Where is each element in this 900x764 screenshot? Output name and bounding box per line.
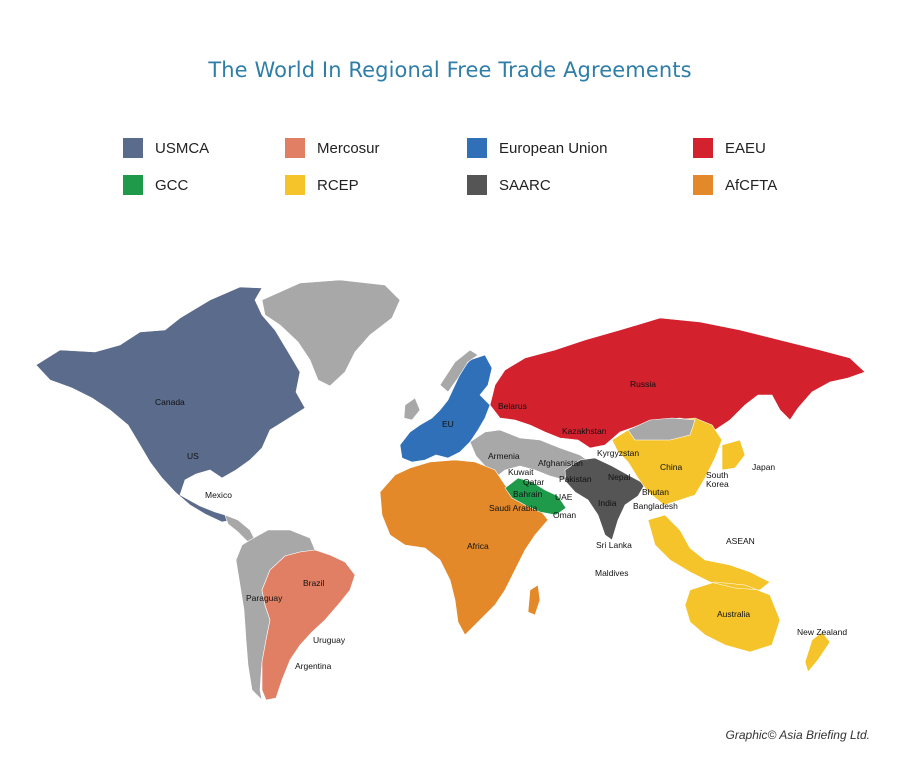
region-gcc [504, 477, 567, 516]
label-new-zealand: New Zealand [797, 627, 847, 637]
region-madagascar [527, 584, 541, 616]
legend-item-usmca: USMCA [123, 138, 209, 158]
label-mexico: Mexico [205, 490, 232, 500]
label-africa: Africa [467, 541, 489, 551]
legend-item-gcc: GCC [123, 175, 188, 195]
legend-swatch-eu [467, 138, 487, 158]
label-brazil: Brazil [303, 578, 324, 588]
label-armenia: Armenia [488, 451, 520, 461]
label-saudi-arabia: Saudi Arabia [489, 503, 537, 513]
region-greenland [261, 279, 401, 387]
legend-label-afcfta: AfCFTA [725, 176, 778, 194]
region-mercosur [261, 549, 356, 701]
legend-label-mercosur: Mercosur [317, 139, 380, 157]
label-pakistan: Pakistan [559, 474, 592, 484]
label-oman: Oman [553, 510, 576, 520]
label-kazakhstan: Kazakhstan [562, 426, 607, 436]
map-title: The World In Regional Free Trade Agreeme… [208, 58, 692, 82]
region-north-america [35, 286, 306, 523]
label-south-korea-line2: Korea [706, 479, 729, 489]
region-eaeu [489, 317, 866, 449]
legend-label-usmca: USMCA [155, 139, 210, 157]
label-paraguay: Paraguay [246, 593, 283, 603]
legend-item-eaeu: EAEU [693, 138, 766, 158]
region-rcep [611, 417, 831, 673]
label-uruguay: Uruguay [313, 635, 346, 645]
label-argentina: Argentina [295, 661, 332, 671]
legend: USMCA Mercosur European Union EAEU GCC R… [0, 0, 900, 210]
region-mongolia [627, 417, 696, 441]
legend-label-gcc: GCC [155, 176, 189, 194]
legend-swatch-eaeu [693, 138, 713, 158]
region-saarc [564, 457, 646, 541]
label-south-korea-line1: South [706, 470, 728, 480]
label-sri-lanka: Sri Lanka [596, 540, 632, 550]
world-map: Canada US Mexico Brazil Paraguay Uruguay… [35, 279, 866, 701]
legend-label-eu: European Union [499, 139, 608, 157]
legend-swatch-usmca [123, 138, 143, 158]
legend-swatch-gcc [123, 175, 143, 195]
legend-swatch-saarc [467, 175, 487, 195]
credit-text: Graphic© Asia Briefing Ltd. [725, 728, 870, 742]
legend-item-eu: European Union [467, 138, 607, 158]
label-australia: Australia [717, 609, 750, 619]
region-eu [399, 354, 493, 463]
label-nepal: Nepal [608, 472, 630, 482]
label-eu: EU [442, 419, 454, 429]
legend-swatch-afcfta [693, 175, 713, 195]
label-kuwait: Kuwait [508, 467, 534, 477]
legend-label-rcep: RCEP [317, 176, 359, 194]
label-maldives: Maldives [595, 568, 629, 578]
label-uae: UAE [555, 492, 573, 502]
legend-item-mercosur: Mercosur [285, 138, 380, 158]
legend-label-saarc: SAARC [499, 176, 551, 194]
region-europe-other [403, 349, 479, 421]
label-japan: Japan [752, 462, 775, 472]
label-india: India [598, 498, 617, 508]
label-asean: ASEAN [726, 536, 755, 546]
legend-swatch-mercosur [285, 138, 305, 158]
region-central-america [224, 514, 256, 543]
label-belarus: Belarus [498, 401, 527, 411]
region-africa [379, 459, 549, 636]
label-qatar: Qatar [523, 477, 544, 487]
label-kyrgyzstan: Kyrgyzstan [597, 448, 639, 458]
legend-swatch-rcep [285, 175, 305, 195]
label-us: US [187, 451, 199, 461]
legend-item-rcep: RCEP [285, 175, 359, 195]
label-bahrain: Bahrain [513, 489, 543, 499]
legend-item-afcfta: AfCFTA [693, 175, 777, 195]
country-labels: Canada US Mexico Brazil Paraguay Uruguay… [155, 379, 847, 671]
legend-label-eaeu: EAEU [725, 139, 766, 157]
label-bhutan: Bhutan [642, 487, 669, 497]
legend-item-saarc: SAARC [467, 175, 551, 195]
label-china: China [660, 462, 682, 472]
label-canada: Canada [155, 397, 185, 407]
label-afghanistan: Afghanistan [538, 458, 583, 468]
label-russia: Russia [630, 379, 656, 389]
label-bangladesh: Bangladesh [633, 501, 678, 511]
